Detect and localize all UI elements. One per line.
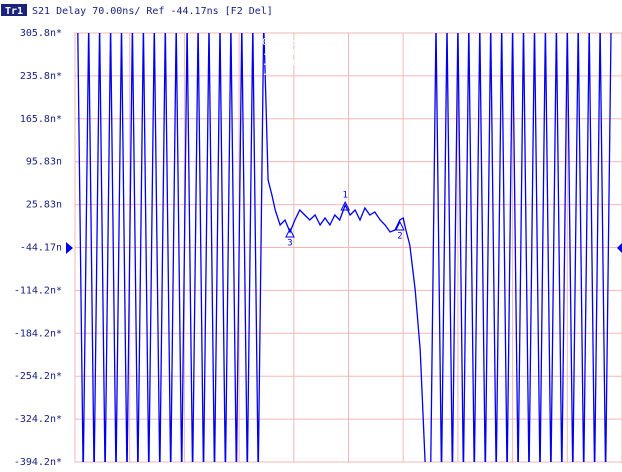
marker: [285, 227, 295, 238]
ref-arrow: [66, 242, 73, 254]
y-tick-label: -394.2n*: [14, 457, 62, 468]
marker-label: 3: [287, 238, 292, 248]
y-tick-label: -114.2n*: [14, 285, 62, 296]
y-tick-label: 235.8n*: [20, 71, 62, 82]
trace-badge[interactable]: Tr1: [5, 6, 23, 17]
y-tick-label: 165.8n*: [20, 114, 62, 125]
trace-line: [77, 33, 612, 462]
y-tick-label: 305.8n*: [20, 28, 62, 39]
y-tick-label: -184.2n*: [14, 328, 62, 339]
trace-badge-bg: [1, 4, 27, 16]
y-tick-label: 95.83n: [26, 157, 62, 168]
marker-readout: .798 ns: [262, 57, 304, 68]
y-tick-label: -324.2n*: [14, 414, 62, 425]
chart-title: S21 Delay 70.00ns/ Ref -44.17ns [F2 Del]: [32, 6, 273, 17]
y-tick-label: -254.2n*: [14, 371, 62, 382]
marker: [340, 200, 351, 211]
ref-arrow-right: [617, 243, 622, 253]
marker-label: 2: [397, 232, 402, 242]
y-tick-label: -44.17n: [20, 242, 62, 253]
y-tick-label: 25.83n: [26, 200, 62, 211]
marker-readout: .312 ns: [262, 47, 304, 58]
marker-readout: 0000 s: [262, 37, 298, 48]
marker-label: 1: [343, 191, 348, 201]
marker: [395, 220, 405, 231]
marker-readout: .7199 ns: [262, 67, 310, 78]
